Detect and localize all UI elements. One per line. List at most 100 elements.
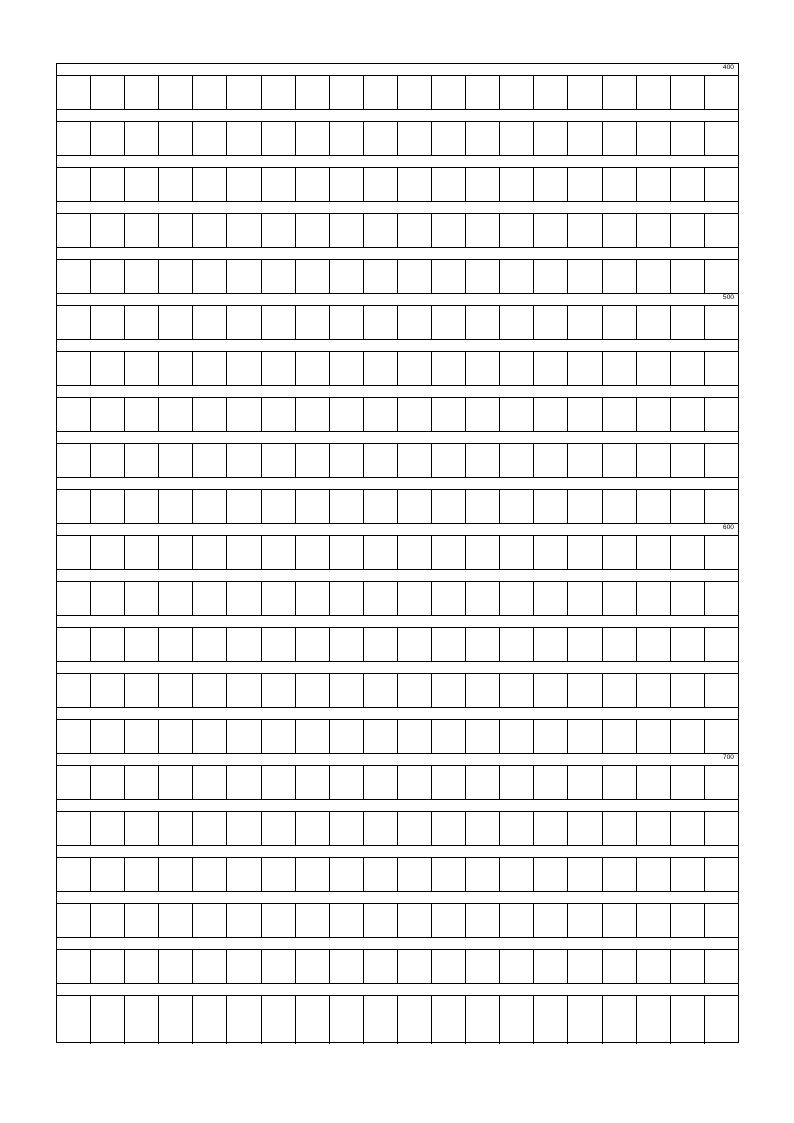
writing-cell — [500, 122, 534, 155]
writing-cell — [159, 306, 193, 339]
writing-cell — [193, 444, 227, 477]
writing-cell — [57, 352, 91, 385]
writing-cell — [159, 858, 193, 891]
writing-cell — [637, 490, 671, 523]
writing-cell — [637, 674, 671, 707]
writing-cell — [296, 260, 330, 293]
writing-cell — [159, 766, 193, 799]
writing-cell — [91, 490, 125, 523]
writing-cell — [534, 628, 568, 661]
writing-cell — [637, 168, 671, 201]
writing-cell — [296, 536, 330, 569]
writing-row — [57, 996, 738, 1044]
writing-cell — [296, 444, 330, 477]
writing-cell — [125, 76, 159, 109]
writing-row — [57, 398, 738, 432]
writing-cell — [705, 398, 738, 431]
writing-cell — [227, 260, 261, 293]
writing-cell — [262, 352, 296, 385]
writing-cell — [364, 674, 398, 707]
writing-cell — [534, 720, 568, 753]
writing-cell — [705, 582, 738, 615]
writing-cell — [227, 444, 261, 477]
writing-row — [57, 306, 738, 340]
spacer-row — [57, 984, 738, 996]
writing-cell — [227, 812, 261, 845]
writing-cell — [262, 76, 296, 109]
writing-cell — [500, 214, 534, 247]
writing-cell — [296, 582, 330, 615]
writing-cell — [637, 352, 671, 385]
writing-cell — [671, 168, 705, 201]
writing-cell — [296, 122, 330, 155]
writing-cell — [91, 950, 125, 983]
writing-cell — [91, 306, 125, 339]
writing-cell — [57, 168, 91, 201]
writing-cell — [432, 260, 466, 293]
writing-row — [57, 214, 738, 248]
writing-cell — [466, 812, 500, 845]
writing-cell — [637, 858, 671, 891]
spacer-row — [57, 616, 738, 628]
writing-cell — [568, 582, 602, 615]
writing-cell — [91, 812, 125, 845]
writing-cell — [262, 766, 296, 799]
writing-cell — [603, 444, 637, 477]
writing-cell — [432, 950, 466, 983]
writing-cell — [398, 490, 432, 523]
writing-cell — [296, 858, 330, 891]
writing-cell — [227, 306, 261, 339]
writing-cell — [57, 260, 91, 293]
writing-cell — [500, 168, 534, 201]
writing-cell — [637, 214, 671, 247]
writing-cell — [500, 398, 534, 431]
writing-cell — [262, 168, 296, 201]
writing-cell — [671, 490, 705, 523]
writing-cell — [364, 536, 398, 569]
spacer-row — [57, 248, 738, 260]
writing-cell — [262, 214, 296, 247]
writing-cell — [296, 352, 330, 385]
writing-cell — [296, 674, 330, 707]
writing-cell — [603, 628, 637, 661]
writing-cell — [296, 398, 330, 431]
writing-cell — [364, 352, 398, 385]
writing-cell — [398, 444, 432, 477]
writing-cell — [296, 720, 330, 753]
writing-cell — [193, 720, 227, 753]
writing-cell — [262, 536, 296, 569]
writing-cell — [466, 352, 500, 385]
writing-cell — [398, 214, 432, 247]
writing-cell — [57, 904, 91, 937]
character-counter: 400 — [723, 65, 734, 72]
writing-cell — [125, 260, 159, 293]
writing-cell — [57, 812, 91, 845]
writing-cell — [57, 766, 91, 799]
writing-cell — [193, 398, 227, 431]
writing-cell — [603, 122, 637, 155]
writing-cell — [91, 260, 125, 293]
writing-cell — [637, 950, 671, 983]
writing-cell — [159, 536, 193, 569]
writing-cell — [91, 996, 125, 1044]
writing-cell — [432, 122, 466, 155]
writing-cell — [57, 950, 91, 983]
writing-cell — [296, 904, 330, 937]
writing-cell — [227, 674, 261, 707]
writing-cell — [262, 260, 296, 293]
writing-cell — [57, 582, 91, 615]
writing-cell — [534, 444, 568, 477]
writing-cell — [432, 766, 466, 799]
writing-cell — [330, 812, 364, 845]
writing-cell — [534, 122, 568, 155]
spacer-row — [57, 708, 738, 720]
writing-cell — [91, 76, 125, 109]
writing-cell — [159, 444, 193, 477]
character-counter: 700 — [723, 755, 734, 762]
writing-cell — [125, 628, 159, 661]
writing-cell — [330, 582, 364, 615]
writing-cell — [500, 996, 534, 1044]
writing-cell — [57, 536, 91, 569]
writing-cell — [227, 858, 261, 891]
writing-cell — [466, 168, 500, 201]
